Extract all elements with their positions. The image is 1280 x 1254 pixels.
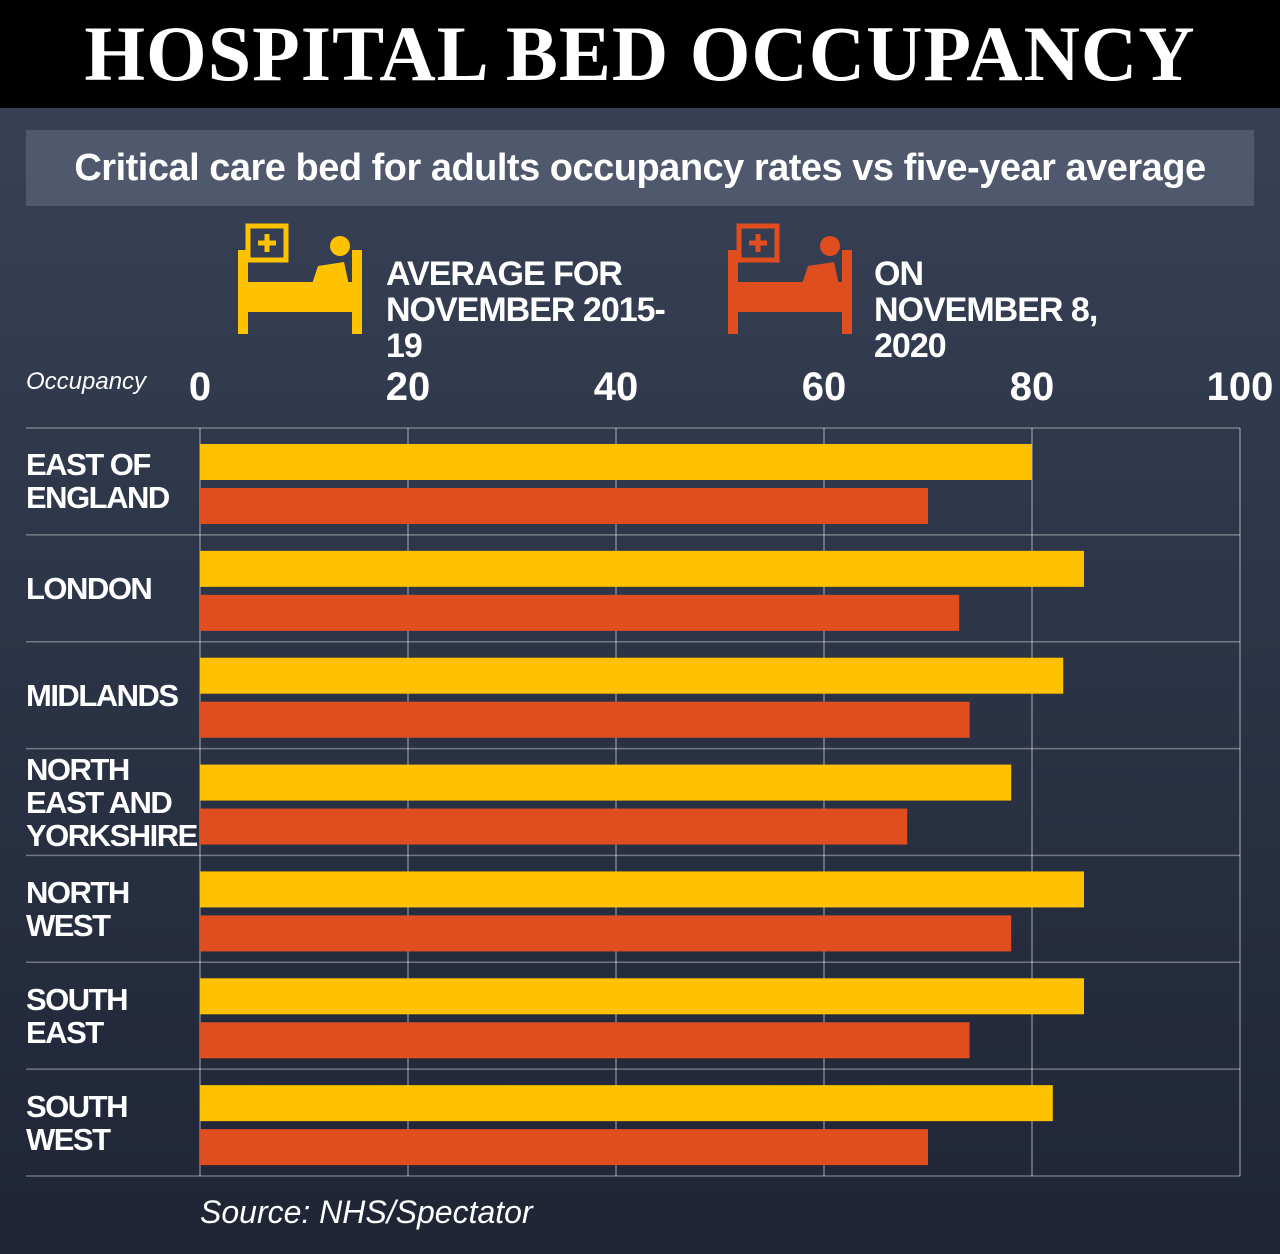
legend-icon-yellow — [238, 223, 362, 334]
bar — [200, 594, 960, 631]
bar — [200, 1022, 970, 1059]
category-label: NORTH WEST — [26, 874, 130, 943]
bar — [200, 701, 970, 738]
category-label: EAST OF ENGLAND — [26, 447, 170, 516]
x-tick-label: 0 — [189, 365, 211, 409]
bar — [200, 1085, 1053, 1122]
bar — [200, 550, 1084, 587]
bar — [200, 488, 928, 524]
x-tick-label: 20 — [386, 365, 431, 409]
source: Source: NHS/Spectator — [200, 1194, 533, 1230]
category-label: NORTH EAST AND YORKSHIRE — [26, 751, 198, 853]
category-label: MIDLANDS — [26, 677, 179, 713]
bar — [200, 444, 1032, 480]
bar — [200, 808, 908, 845]
bar — [200, 657, 1064, 694]
chart-title: HOSPITAL BED OCCUPANCY — [84, 10, 1196, 97]
legend-label: ON NOVEMBER 8, 2020 — [874, 255, 1098, 365]
category-label: SOUTH EAST — [26, 981, 129, 1050]
bar — [200, 915, 1012, 952]
bar — [200, 1129, 928, 1166]
x-tick-label: 40 — [594, 365, 639, 409]
category-label: LONDON — [26, 570, 153, 606]
legend-icon-red — [728, 223, 852, 334]
bar — [200, 871, 1084, 908]
chart-subtitle: Critical care bed for adults occupancy r… — [74, 147, 1206, 189]
bar — [200, 764, 1012, 801]
category-label: SOUTH WEST — [26, 1088, 129, 1157]
title-bar: HOSPITAL BED OCCUPANCY — [0, 0, 1280, 108]
legend-label: AVERAGE FOR NOVEMBER 2015-19 — [386, 255, 666, 365]
x-tick-label: 100 — [1207, 365, 1274, 409]
axis-label: Occupancy — [26, 368, 147, 395]
bar — [200, 978, 1084, 1015]
x-tick-label: 80 — [1010, 365, 1055, 409]
x-tick-label: 60 — [802, 365, 847, 409]
subtitle-box: Critical care bed for adults occupancy r… — [26, 130, 1254, 206]
